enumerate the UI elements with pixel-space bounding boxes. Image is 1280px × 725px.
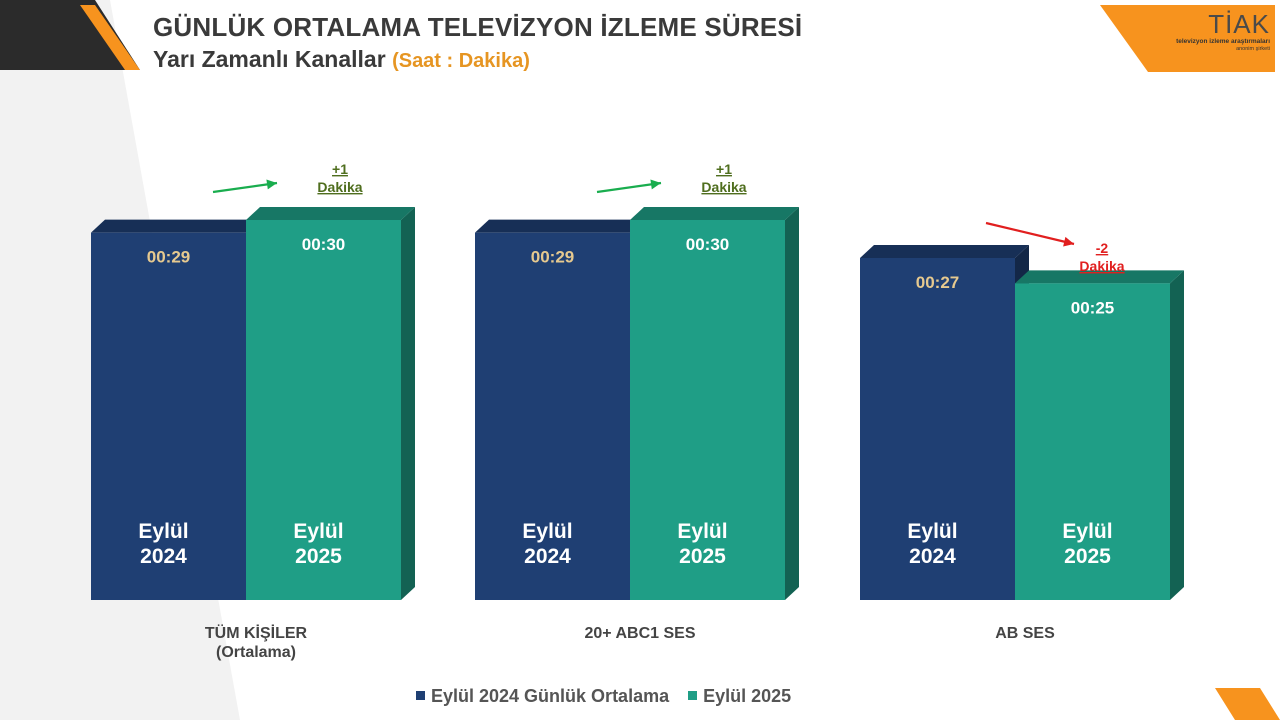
x-tick-label-0: TÜM KİŞİLER (Ortalama) [205, 623, 308, 661]
data-label-1-0: 00:30 [302, 235, 345, 254]
change-value-0: +1 [332, 161, 348, 177]
data-label-0-2: 00:27 [916, 273, 959, 292]
logo-brand: TİAK [1208, 9, 1270, 39]
bar-top-0-0 [91, 219, 260, 233]
legend-label-2025: Eylül 2025 [703, 686, 792, 706]
bar-inner-label-0-2: Eylül 2024 [907, 520, 957, 568]
logo-sub: anonim şirketi [1236, 46, 1270, 52]
change-arrowhead-1 [650, 179, 661, 190]
bar-inner-label-0-1: Eylül 2024 [522, 520, 572, 568]
change-arrow-0 [212, 181, 278, 194]
legend-item-2025: Eylül 2025 [688, 686, 791, 707]
data-label-1-2: 00:25 [1071, 298, 1114, 317]
change-unit-2: Dakika [1079, 258, 1124, 274]
legend-label-2024: Eylül 2024 Günlük Ortalama [431, 686, 670, 706]
bar-side-1-1 [785, 207, 799, 600]
bar-0-0 [91, 232, 246, 600]
bar-0-1 [475, 232, 630, 600]
page-title: GÜNLÜK ORTALAMA TELEVİZYON İZLEME SÜRESİ [153, 12, 803, 42]
change-arrowhead-2 [1063, 236, 1074, 247]
legend-swatch-2024 [416, 690, 425, 700]
change-value-1: +1 [716, 161, 732, 177]
bar-top-1-0 [246, 207, 415, 220]
bar-top-0-1 [475, 219, 644, 233]
tiak-logo: TİAK televizyon izleme araştırmaları ano… [1150, 10, 1270, 53]
bar-inner-label-1-0: Eylül 2025 [293, 520, 343, 568]
bar-top-1-2 [1015, 270, 1184, 284]
change-unit-1: Dakika [701, 179, 746, 195]
bar-0-2 [860, 258, 1015, 600]
bar-1-0 [246, 220, 401, 600]
data-label-0-0: 00:29 [147, 248, 190, 267]
subtitle-unit: (Saat : Dakika) [392, 50, 530, 72]
page-subtitle: Yarı Zamanlı Kanallar (Saat : Dakika) [153, 46, 530, 73]
chart-legend: Eylül 2024 Günlük Ortalama Eylül 2025 [416, 686, 805, 707]
bar-inner-label-0-0: Eylül 2024 [138, 520, 188, 568]
x-tick-label-2: AB SES [995, 625, 1055, 642]
change-unit-0: Dakika [317, 179, 362, 195]
change-arrow-2 [985, 221, 1075, 246]
bar-1-1 [630, 220, 785, 600]
change-arrowhead-0 [266, 179, 277, 190]
legend-item-2024: Eylül 2024 Günlük Ortalama [416, 686, 669, 707]
legend-swatch-2025 [688, 690, 698, 700]
bar-side-1-0 [401, 207, 415, 600]
data-label-1-1: 00:30 [686, 235, 729, 254]
bar-1-2 [1015, 283, 1170, 600]
bar-top-1-1 [630, 207, 799, 220]
change-arrow-1 [596, 181, 662, 194]
logo-tagline: televizyon izleme araştırmaları [1176, 38, 1270, 45]
subtitle-text: Yarı Zamanlı Kanallar [153, 46, 386, 72]
change-value-2: -2 [1096, 240, 1109, 256]
bar-inner-label-1-2: Eylül 2025 [1062, 520, 1112, 568]
bar-inner-label-1-1: Eylül 2025 [677, 520, 727, 568]
bar-top-0-2 [860, 245, 1029, 258]
x-tick-label-1: 20+ ABC1 SES [584, 625, 695, 642]
bar-side-1-2 [1170, 270, 1184, 600]
data-label-0-1: 00:29 [531, 248, 574, 267]
